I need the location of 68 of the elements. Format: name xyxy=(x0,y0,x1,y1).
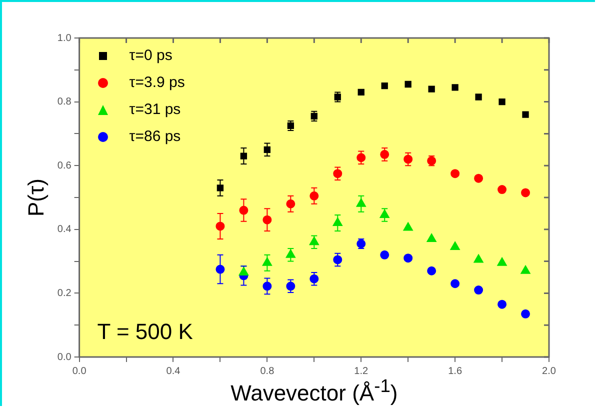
point xyxy=(404,80,412,88)
point xyxy=(403,222,413,231)
point xyxy=(216,184,224,192)
legend-label: τ=31 ps xyxy=(129,101,181,118)
point xyxy=(356,198,366,207)
x-tick-label: 1.6 xyxy=(448,366,462,377)
point xyxy=(286,249,296,258)
point xyxy=(239,206,248,215)
point xyxy=(521,188,530,198)
point xyxy=(380,150,390,159)
point xyxy=(381,82,388,90)
point xyxy=(521,309,530,318)
y-tick-label: 0.4 xyxy=(57,224,72,236)
point xyxy=(520,265,530,274)
point xyxy=(450,279,460,288)
point xyxy=(216,222,225,231)
y-tick-label: 0.2 xyxy=(57,288,72,299)
point xyxy=(497,257,507,266)
point xyxy=(452,84,458,91)
point xyxy=(262,215,272,224)
y-tick-label: 0.0 xyxy=(57,352,72,363)
point xyxy=(333,255,342,264)
point xyxy=(286,282,296,291)
point xyxy=(380,210,390,218)
point xyxy=(310,191,319,200)
y-tick-label: 1.0 xyxy=(57,32,72,44)
x-tick-label: 0.8 xyxy=(260,366,275,377)
annotation: T = 500 K xyxy=(97,319,193,345)
point xyxy=(332,218,342,226)
point xyxy=(474,174,484,183)
point xyxy=(498,185,507,194)
point xyxy=(262,257,272,266)
point xyxy=(240,152,248,160)
point xyxy=(450,169,460,178)
point xyxy=(474,286,484,295)
point xyxy=(498,98,506,106)
y-tick-label: 0.8 xyxy=(57,96,72,108)
point xyxy=(216,264,225,274)
point xyxy=(264,146,271,153)
point xyxy=(310,274,319,284)
point xyxy=(475,94,482,100)
point xyxy=(286,199,296,208)
point xyxy=(426,233,436,242)
legend-label: τ=86 ps xyxy=(129,128,181,145)
point xyxy=(522,111,529,118)
point xyxy=(404,254,413,263)
legend-label: τ=0 ps xyxy=(129,47,172,64)
point xyxy=(356,153,366,162)
x-axis-title: Wavevector (Å$^{-1}$) xyxy=(230,375,398,406)
x-tick-label: 2.0 xyxy=(542,366,556,377)
x-tick-label: 1.2 xyxy=(354,366,369,377)
point xyxy=(428,86,435,92)
point xyxy=(380,250,390,260)
legend-label: τ=3.9 ps xyxy=(129,74,185,91)
point xyxy=(498,300,507,309)
point xyxy=(333,169,342,178)
x-tick-label: 0.0 xyxy=(72,366,87,377)
point xyxy=(450,241,460,250)
point xyxy=(309,236,319,246)
y-tick-label: 0.6 xyxy=(57,160,72,172)
x-tick-label: 0.4 xyxy=(166,366,181,377)
point xyxy=(358,88,364,96)
point xyxy=(262,282,272,291)
point xyxy=(404,154,413,164)
point xyxy=(238,266,249,276)
y-axis-title: P(τ) xyxy=(23,178,48,217)
point xyxy=(427,266,436,276)
point xyxy=(474,254,484,263)
